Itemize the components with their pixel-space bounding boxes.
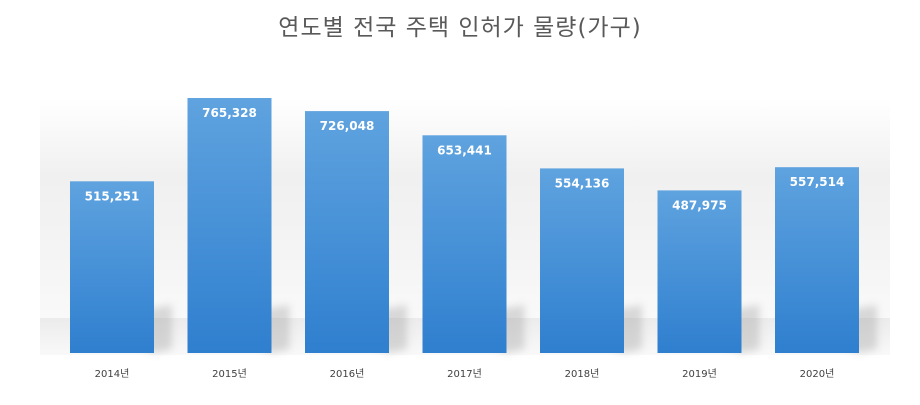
x-tick-label: 2020년 bbox=[800, 368, 835, 380]
value-label: 487,975 bbox=[672, 198, 727, 212]
bar-2014년 bbox=[70, 181, 154, 353]
x-tick-label: 2014년 bbox=[95, 368, 130, 380]
value-label: 515,251 bbox=[85, 189, 140, 203]
bar-2018년 bbox=[540, 168, 624, 353]
value-label: 653,441 bbox=[437, 143, 492, 157]
x-tick-label: 2017년 bbox=[447, 368, 482, 380]
chart-title: 연도별 전국 주택 인허가 물량(가구) bbox=[278, 15, 642, 41]
x-axis-ticks: 2014년 2015년 2016년 2017년 2018년 2019년 2020년 bbox=[95, 368, 835, 380]
bars bbox=[70, 98, 859, 353]
x-tick-label: 2018년 bbox=[565, 368, 600, 380]
value-label: 726,048 bbox=[320, 119, 375, 133]
bar-2017년 bbox=[422, 135, 507, 353]
value-label: 765,328 bbox=[202, 106, 257, 120]
bar-2015년 bbox=[187, 98, 272, 353]
value-label: 554,136 bbox=[555, 176, 610, 190]
value-label: 557,514 bbox=[790, 175, 845, 189]
x-tick-label: 2016년 bbox=[330, 368, 365, 380]
x-tick-label: 2019년 bbox=[682, 368, 717, 380]
value-labels: 515,251 765,328 726,048 653,441 554,136 487,9… bbox=[85, 106, 845, 212]
bar-2019년 bbox=[657, 190, 742, 353]
bar-2016년 bbox=[305, 111, 389, 353]
bar-2020년 bbox=[775, 167, 859, 353]
x-tick-label: 2015년 bbox=[212, 368, 247, 380]
